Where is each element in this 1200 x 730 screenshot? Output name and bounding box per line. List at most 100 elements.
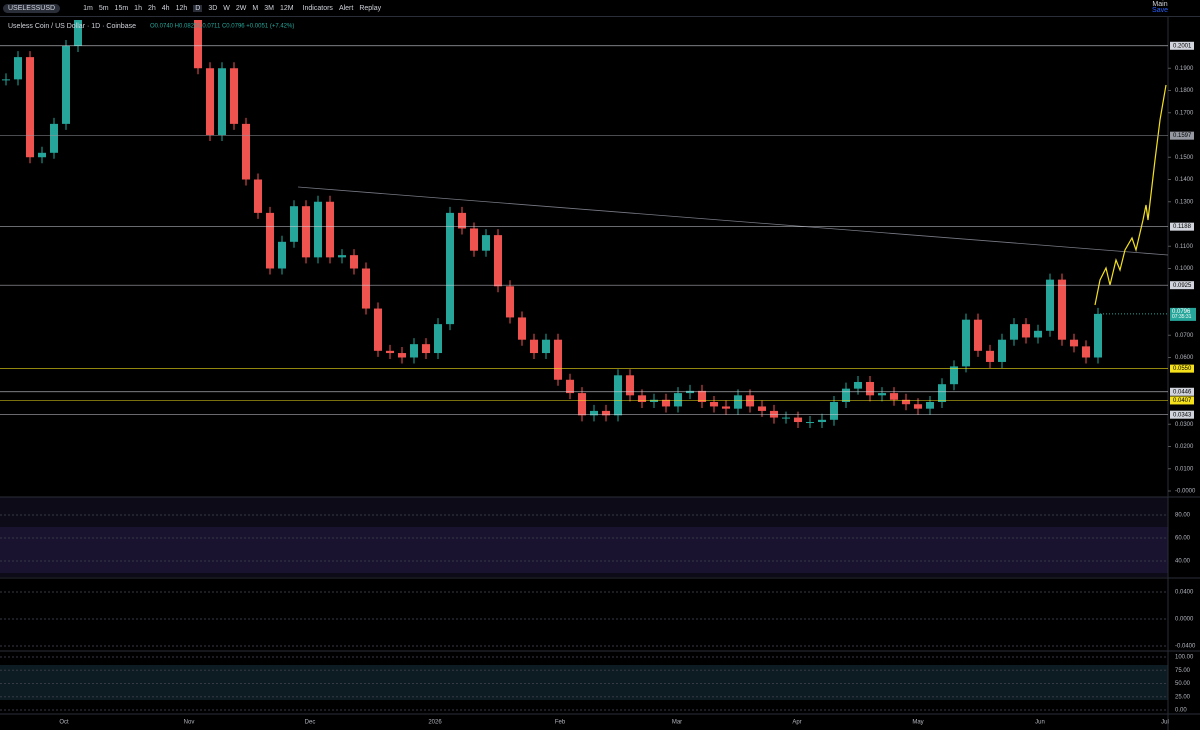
candle-body — [50, 123, 58, 153]
interval-button[interactable]: 1m — [83, 4, 93, 12]
level-label: 0.0343 — [1173, 412, 1192, 418]
interval-button[interactable]: 3M — [264, 4, 274, 12]
candle-body — [458, 212, 466, 229]
interval-button[interactable]: 12h — [175, 4, 188, 12]
candle-body — [950, 366, 958, 385]
candle-body — [530, 339, 538, 354]
price-tick-label: 0.0600 — [1175, 355, 1194, 361]
candle-body — [1070, 339, 1078, 347]
candle-body — [578, 393, 586, 416]
candle-body — [410, 344, 418, 358]
candle-body — [866, 381, 874, 396]
candle-body — [302, 206, 310, 258]
price-tick-label: 0.0700 — [1175, 333, 1194, 339]
time-label: Mar — [672, 720, 682, 726]
interval-group: 1m 5m 15m 1h 2h 4h 12h D 3D W 2W M 3M 12M — [80, 4, 297, 12]
stoch-tick-label: 25.00 — [1175, 694, 1191, 700]
candle-body — [794, 417, 802, 423]
candle-body — [902, 399, 910, 405]
candle-body — [254, 179, 262, 213]
interval-button[interactable]: 2h — [147, 4, 156, 12]
layout-menu[interactable]: Main Save — [1149, 1, 1171, 14]
interval-button[interactable]: D — [193, 4, 203, 12]
candle-body — [194, 20, 202, 69]
candle-body — [842, 388, 850, 402]
candle-body — [242, 123, 250, 180]
candle-body — [266, 212, 274, 269]
candle-body — [818, 419, 826, 423]
candle-body — [218, 68, 226, 135]
interval-button[interactable]: W — [223, 4, 230, 12]
indicators-button[interactable]: Indicators — [302, 4, 333, 12]
interval-button[interactable]: 3D — [208, 4, 218, 12]
candle-body — [422, 344, 430, 354]
rsi-tick-label: 80.00 — [1175, 513, 1191, 519]
interval-button[interactable]: 1h — [134, 4, 142, 12]
projection-path — [1094, 84, 1167, 306]
candle-body — [1046, 279, 1054, 331]
candle-body — [926, 402, 934, 409]
level-badge — [1170, 281, 1194, 290]
candle-body — [14, 57, 22, 80]
rsi-band — [0, 527, 1168, 573]
candle-body — [974, 319, 982, 351]
last-price-badge — [1170, 307, 1196, 321]
interval-button[interactable]: 12M — [279, 4, 294, 12]
price-tick-label: 0.1100 — [1175, 244, 1194, 250]
stoch-tick-label: 100.00 — [1175, 655, 1194, 661]
level-badge — [1170, 131, 1194, 140]
candle-body — [62, 46, 70, 124]
interval-button[interactable]: M — [252, 4, 259, 12]
candle-body — [1022, 324, 1030, 338]
time-label: Jun — [1035, 720, 1045, 726]
level-badge — [1170, 387, 1194, 396]
time-label: Dec — [305, 720, 316, 726]
candle-body — [554, 339, 562, 380]
macd-tick-label: -0.0400 — [1175, 644, 1196, 650]
candle-body — [566, 379, 574, 394]
price-tick-label: 0.1500 — [1175, 155, 1194, 161]
candle-body — [1034, 330, 1042, 338]
candle-body — [38, 152, 46, 158]
candle-body — [326, 201, 334, 258]
candle-body — [914, 404, 922, 409]
price-tick-label: 0.1900 — [1175, 66, 1194, 72]
time-label: 2026 — [428, 720, 442, 726]
candle-body — [746, 395, 754, 407]
legend-ohlc: O0.0740 H0.0825 L0.0711 C0.0796 +0.0051 … — [150, 24, 294, 30]
stoch-band — [0, 665, 1168, 700]
interval-button[interactable]: 2W — [235, 4, 247, 12]
candle-body — [650, 399, 658, 402]
replay-button[interactable]: Replay — [359, 4, 382, 12]
candle-body — [638, 395, 646, 402]
save-label: Save — [1152, 7, 1168, 14]
level-label: 0.1597 — [1173, 133, 1192, 139]
interval-button[interactable]: 4h — [161, 4, 170, 12]
candle-body — [878, 393, 886, 396]
level-label: 0.0407 — [1173, 398, 1192, 404]
symbol-search[interactable]: USELESSUSD — [3, 3, 61, 13]
candle-body — [1010, 324, 1018, 340]
interval-button[interactable]: 5m — [98, 4, 109, 12]
time-label: Jul — [1161, 720, 1169, 726]
candle-body — [542, 339, 550, 354]
candle-body — [758, 406, 766, 411]
candle-body — [362, 268, 370, 309]
price-tick-label: 0.1700 — [1175, 110, 1194, 116]
candle-body — [722, 406, 730, 409]
level-label: 0.0550 — [1173, 366, 1192, 372]
candle-body — [698, 390, 706, 402]
time-label: May — [912, 720, 923, 726]
level-badge — [1170, 222, 1194, 231]
alert-button[interactable]: Alert — [338, 4, 354, 12]
countdown-label: 07:35:31 — [1172, 314, 1192, 320]
stoch-tick-label: 50.00 — [1175, 681, 1191, 687]
interval-button[interactable]: 15m — [114, 4, 129, 12]
candle-body — [398, 353, 406, 358]
candle-body — [590, 410, 598, 416]
toolbar: USELESSUSD 1m 5m 15m 1h 2h 4h 12h D 3D W 2W M 3M 12M … — [0, 0, 1200, 17]
candle-body — [890, 393, 898, 400]
candle-body — [1082, 346, 1090, 358]
level-badge — [1170, 41, 1194, 50]
